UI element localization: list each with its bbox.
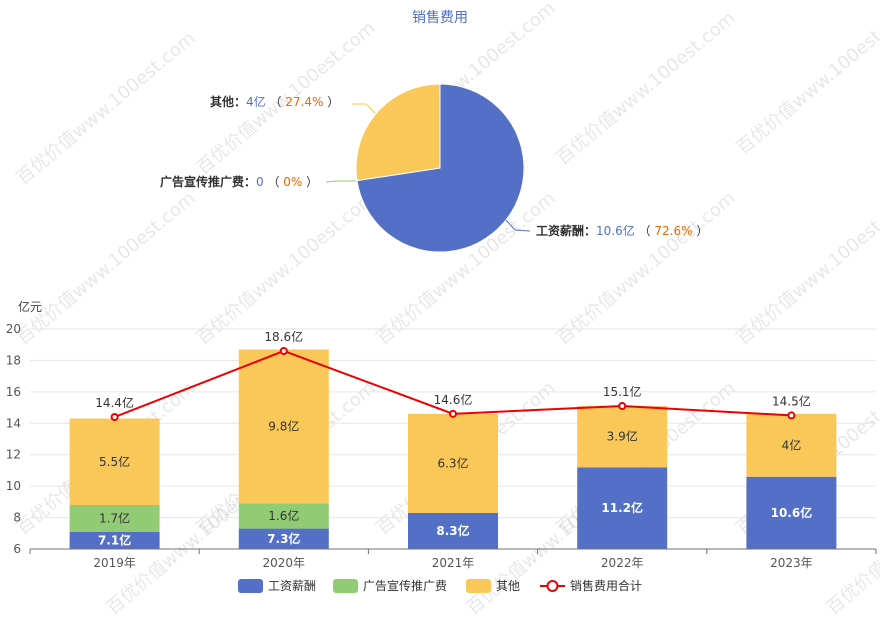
legend-item[interactable]: 广告宣传推广费 — [333, 578, 447, 593]
pie-slice-3 — [355, 83, 441, 182]
total-data-label: 14.6亿 — [434, 392, 473, 407]
total-point — [110, 413, 119, 421]
pie-label-3: 其他：4亿 （ 27.4% ） — [210, 94, 339, 109]
legend-swatch — [333, 579, 358, 593]
bar-segment-工资薪酬 — [746, 476, 837, 549]
legend-label: 工资薪酬 — [268, 579, 316, 593]
pie-leader-line — [505, 219, 531, 232]
bar-segment-其他 — [577, 406, 668, 468]
x-tick-label: 2020年 — [263, 556, 306, 570]
y-tick-label: 20 — [6, 322, 21, 336]
bar-data-label: 1.7亿 — [99, 510, 130, 525]
y-tick-label: 18 — [6, 353, 21, 367]
total-data-label: 14.5亿 — [772, 393, 811, 408]
pie-title: 销售费用 — [412, 10, 468, 26]
legend-item[interactable]: 工资薪酬 — [238, 579, 316, 593]
bar-segment-广告宣传推广费 — [238, 503, 329, 529]
pie-label-2: 广告宣传推广费：0 （ 0% ） — [160, 174, 318, 189]
legend-item[interactable]: 其他 — [466, 579, 520, 593]
y-axis-unit: 亿元 — [18, 299, 42, 314]
bar-data-label: 7.3亿 — [267, 531, 300, 546]
bar-segment-其他 — [408, 413, 498, 513]
legend: 工资薪酬 广告宣传推广费 其他 销售费用合计 — [238, 578, 642, 593]
bar-data-label: 9.8亿 — [268, 418, 299, 433]
y-tick-label: 8 — [13, 511, 21, 525]
legend-item[interactable]: 销售费用合计 — [540, 578, 642, 593]
bar-segment-工资薪酬 — [238, 528, 329, 549]
total-data-label: 14.4亿 — [95, 395, 134, 410]
bar-segment-工资薪酬 — [577, 467, 668, 549]
total-data-label: 18.6亿 — [264, 329, 303, 344]
bar-data-label: 5.5亿 — [99, 454, 130, 469]
y-tick-label: 14 — [6, 416, 21, 430]
total-point — [618, 402, 627, 410]
sales-expense-chart: 销售费用 工资薪酬：10.6亿 （ 72.6% ） 广告宣传推广费：0 （ 0% … — [6, 10, 877, 593]
bar-segment-其他 — [238, 349, 329, 504]
y-tick-label: 6 — [13, 542, 21, 556]
stacked-bar-chart: 亿元 6 8 10 12 14 16 18 20 7.1亿 1.7亿 5.5亿 2019年 7.3亿 1.6… — [6, 299, 877, 570]
bar-segment-工资薪酬 — [408, 512, 498, 549]
bar-data-label: 6.3亿 — [437, 455, 468, 470]
total-point — [279, 347, 288, 355]
pie-leader-line — [325, 180, 356, 183]
bar-data-label: 3.9亿 — [607, 429, 638, 444]
pie-chart: 工资薪酬：10.6亿 （ 72.6% ） 广告宣传推广费：0 （ 0% ） 其他：4… — [160, 83, 708, 253]
legend-marker — [546, 580, 559, 592]
bar-data-label: 7.1亿 — [98, 532, 131, 547]
pie-leader-line — [352, 103, 376, 114]
x-tick-label: 2022年 — [601, 556, 644, 570]
y-tick-label: 16 — [6, 385, 21, 399]
bar-segment-其他 — [746, 413, 837, 477]
x-tick-label: 2023年 — [770, 556, 813, 570]
bar-segment-工资薪酬 — [69, 531, 160, 549]
bar-data-label: 10.6亿 — [771, 505, 813, 520]
total-data-label: 15.1亿 — [603, 384, 642, 399]
x-tick-label: 2019年 — [93, 556, 136, 570]
bar-data-label: 11.2亿 — [601, 500, 643, 515]
legend-label: 销售费用合计 — [570, 578, 642, 593]
x-tick-label: 2021年 — [432, 556, 475, 570]
bar-data-label: 4亿 — [782, 437, 802, 452]
bar-segment-其他 — [69, 418, 160, 505]
total-point — [787, 411, 796, 420]
legend-swatch — [238, 579, 263, 593]
pie-label-1: 工资薪酬：10.6亿 （ 72.6% ） — [536, 223, 708, 238]
legend-swatch — [466, 579, 491, 593]
y-tick-label: 12 — [6, 448, 21, 462]
y-tick-label: 10 — [6, 479, 21, 493]
legend-label: 广告宣传推广费 — [363, 578, 447, 593]
total-point — [449, 409, 457, 418]
bar-data-label: 8.3亿 — [436, 523, 469, 538]
legend-label: 其他 — [496, 579, 520, 593]
bar-segment-广告宣传推广费 — [69, 505, 160, 532]
bar-data-label: 1.6亿 — [268, 508, 299, 523]
